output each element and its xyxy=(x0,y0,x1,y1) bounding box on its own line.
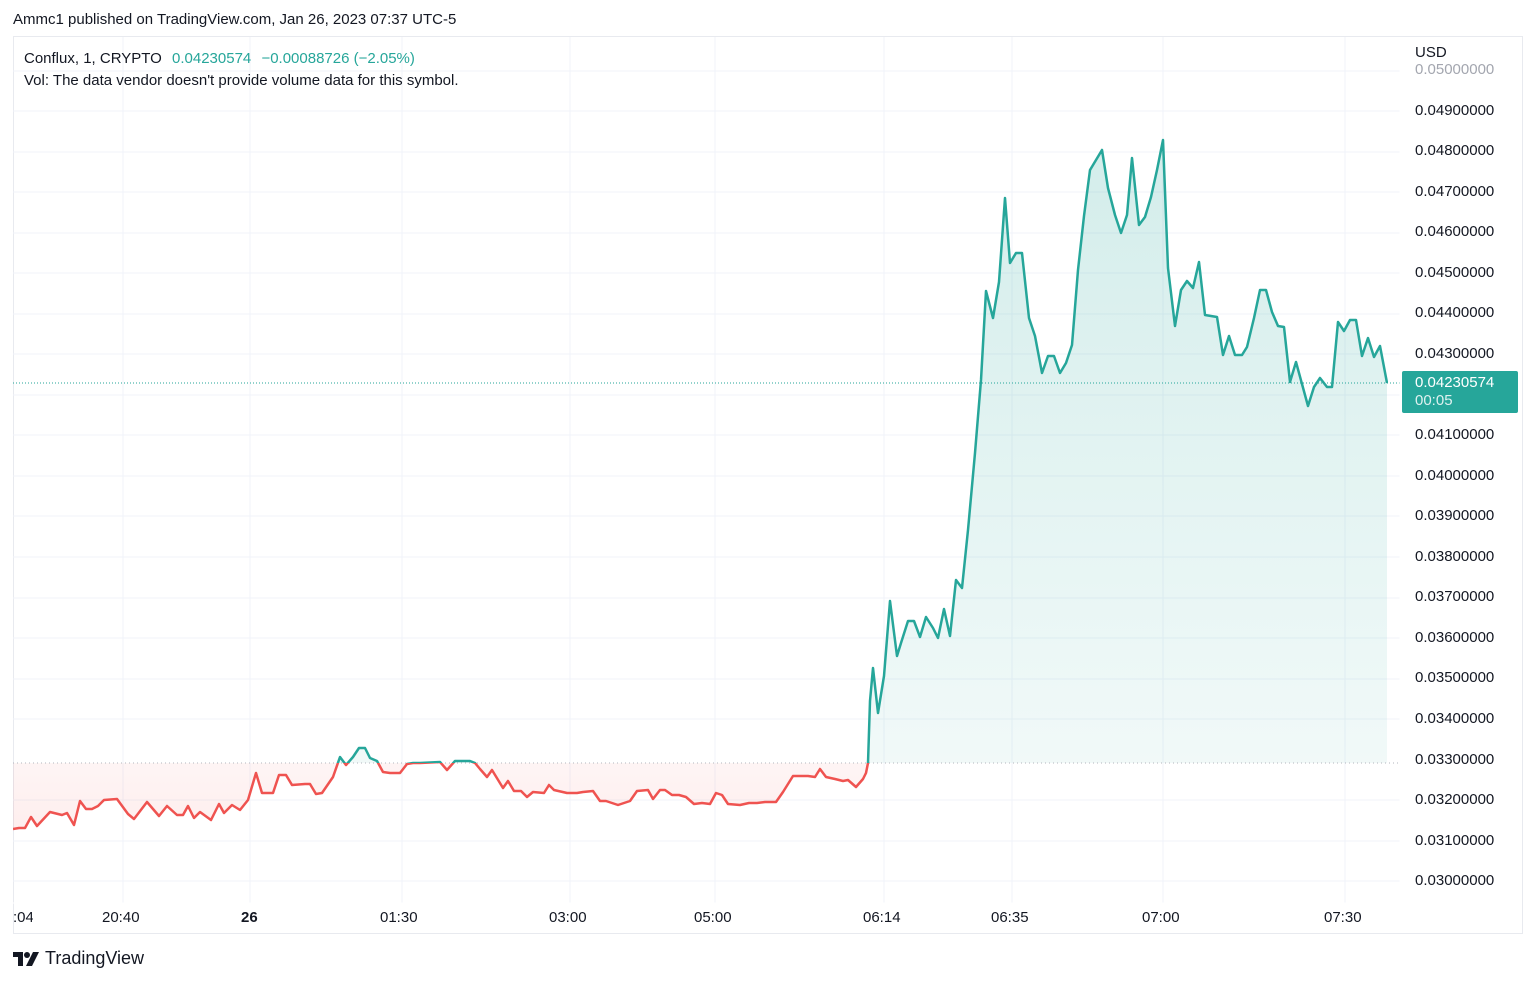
price-tick: 0.03900000 xyxy=(1415,507,1495,524)
price-line xyxy=(13,138,1388,831)
time-tick: 20:40 xyxy=(102,909,140,926)
chart-legend: Conflux, 1, CRYPTO 0.04230574 −0.0008872… xyxy=(24,48,459,92)
time-tick: 06:14 xyxy=(863,909,901,926)
price-tick: 0.04000000 xyxy=(1415,467,1495,484)
tradingview-wordmark: TradingView xyxy=(45,948,145,968)
last-price-tag: 0.04230574 00:05 xyxy=(1402,371,1518,413)
chart-frame xyxy=(13,36,1523,934)
price-tick: 0.03600000 xyxy=(1415,629,1495,646)
bar-countdown: 00:05 xyxy=(1415,392,1453,409)
price-tick: 0.03300000 xyxy=(1415,751,1495,768)
publish-info: Ammc1 published on TradingView.com, Jan … xyxy=(13,11,457,28)
price-tick: 0.05000000 xyxy=(1415,61,1495,78)
tradingview-brand[interactable]: TradingView xyxy=(13,948,144,969)
time-tick: 26 xyxy=(241,909,258,926)
time-tick: 05:00 xyxy=(694,909,732,926)
time-tick: :04 xyxy=(13,909,33,926)
volume-note: Vol: The data vendor doesn't provide vol… xyxy=(24,72,459,89)
price-tick: 0.03100000 xyxy=(1415,832,1495,849)
price-tick: 0.04100000 xyxy=(1415,426,1495,443)
price-tick: 0.04800000 xyxy=(1415,142,1495,159)
time-tick: 01:30 xyxy=(380,909,418,926)
time-tick: 07:30 xyxy=(1324,909,1362,926)
price-tick: 0.04600000 xyxy=(1415,223,1495,240)
legend-last-price: 0.04230574 xyxy=(172,50,252,67)
last-price-value: 0.04230574 xyxy=(1415,374,1495,391)
tradingview-logo-icon xyxy=(13,951,39,966)
time-axis[interactable]: :04 20:40 26 01:30 03:00 05:00 06:14 06:… xyxy=(0,903,1400,933)
price-tick: 0.04700000 xyxy=(1415,183,1495,200)
legend-main-row: Conflux, 1, CRYPTO 0.04230574 −0.0008872… xyxy=(24,48,459,70)
price-tick: 0.04500000 xyxy=(1415,264,1495,281)
price-tick: 0.03200000 xyxy=(1415,791,1495,808)
price-tick: 0.03000000 xyxy=(1415,872,1495,889)
price-tick: 0.03400000 xyxy=(1415,710,1495,727)
price-tick: 0.03800000 xyxy=(1415,548,1495,565)
price-tick: 0.04900000 xyxy=(1415,102,1495,119)
currency-label: USD xyxy=(1415,44,1447,63)
time-tick: 07:00 xyxy=(1142,909,1180,926)
price-tick: 0.04300000 xyxy=(1415,345,1495,362)
baseline-fill xyxy=(13,140,1387,829)
price-tick: 0.03700000 xyxy=(1415,588,1495,605)
time-tick: 06:35 xyxy=(991,909,1029,926)
price-tick: 0.04400000 xyxy=(1415,304,1495,321)
symbol-name[interactable]: Conflux, 1, CRYPTO xyxy=(24,50,162,67)
price-axis[interactable]: 0.05000000 0.04900000 0.04800000 0.04700… xyxy=(1400,37,1522,903)
price-tick: 0.03500000 xyxy=(1415,669,1495,686)
time-tick: 03:00 xyxy=(549,909,587,926)
legend-change: −0.00088726 (−2.05%) xyxy=(261,50,415,67)
